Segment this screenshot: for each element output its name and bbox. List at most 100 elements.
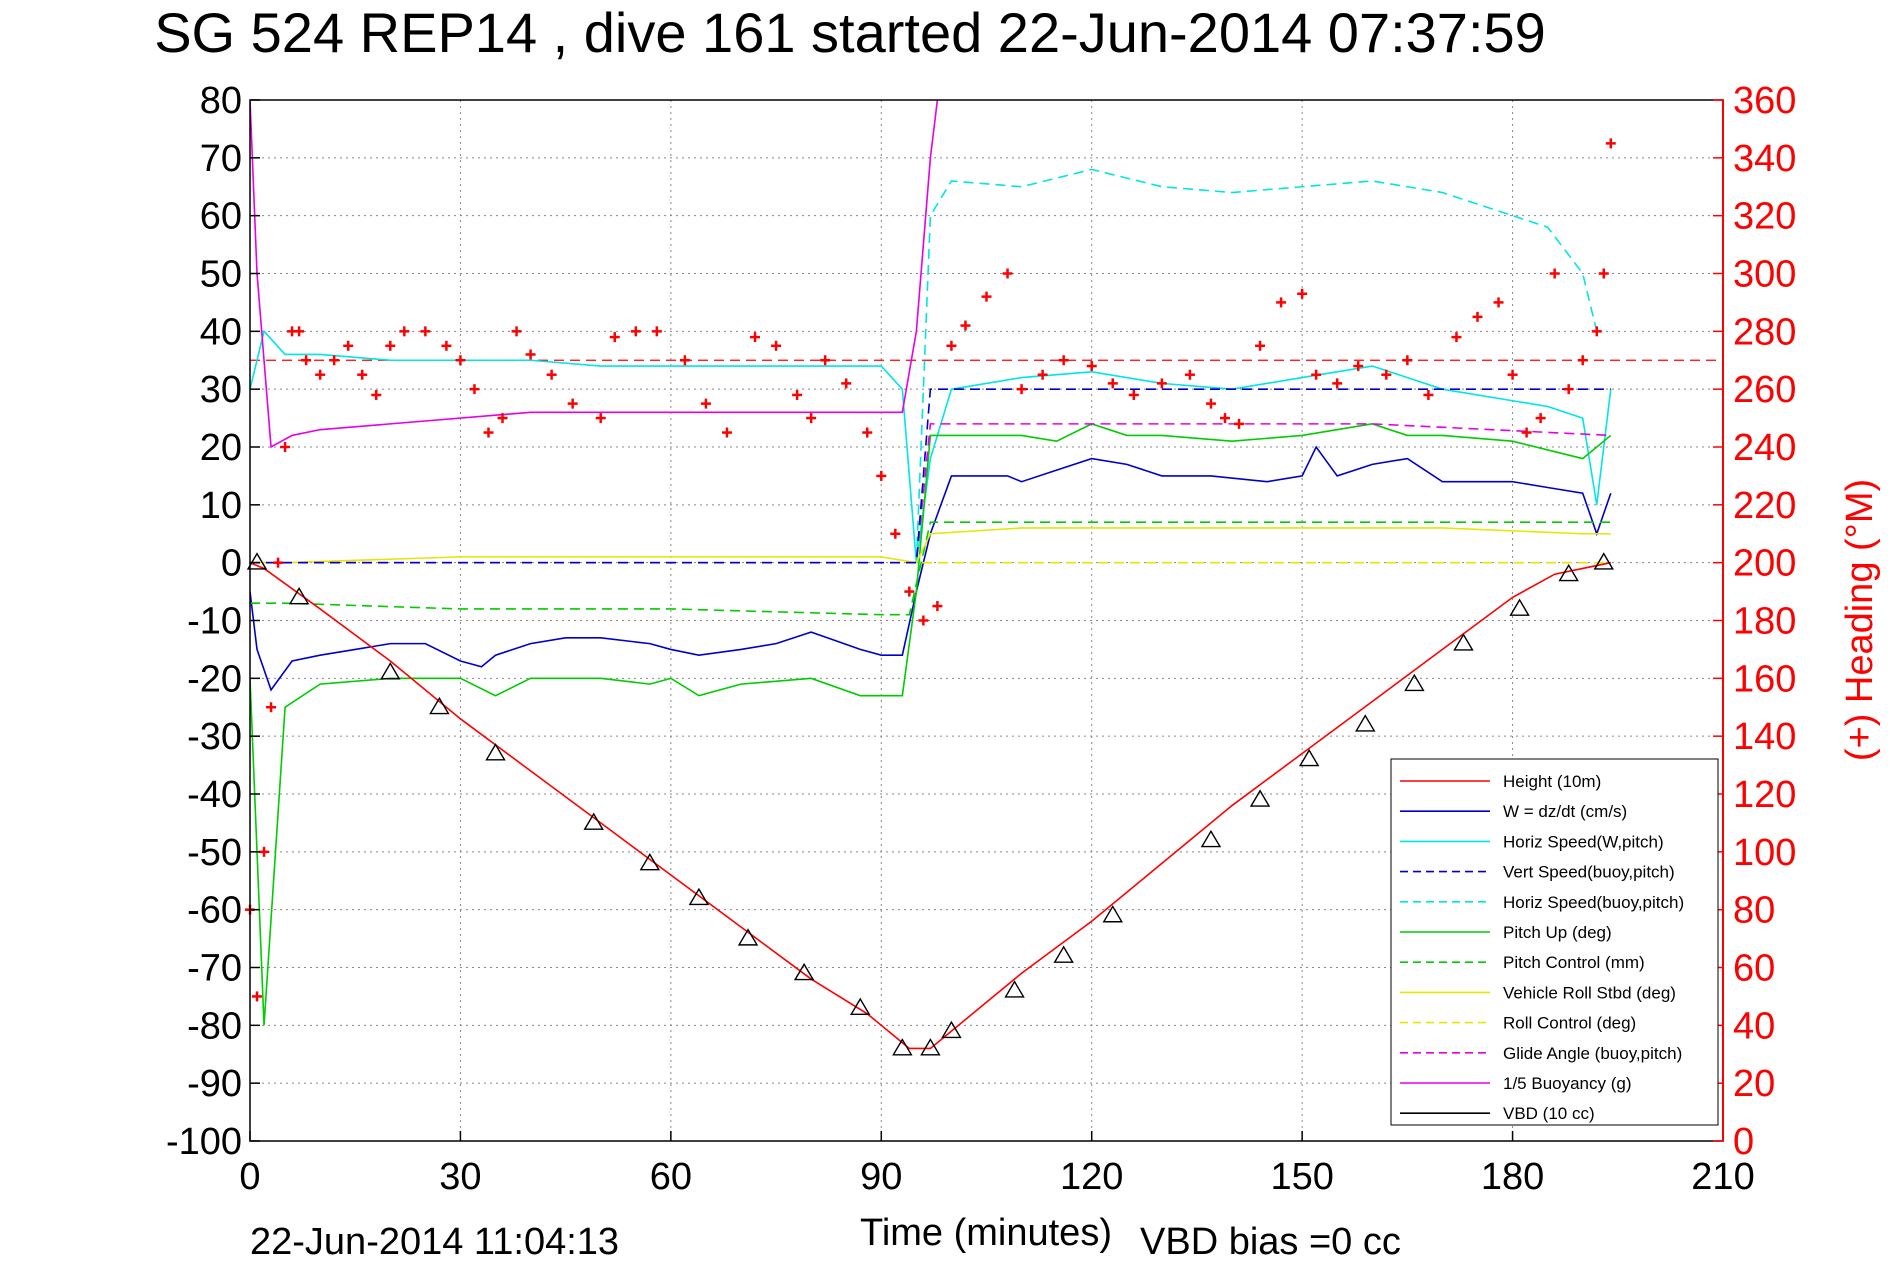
- x-axis-label: Time (minutes): [860, 1212, 1112, 1254]
- heading-point: [1598, 268, 1609, 279]
- heading-point: [1332, 378, 1343, 389]
- heading-point: [420, 326, 431, 337]
- heading-point: [1451, 332, 1462, 343]
- chart-title: SG 524 REP14 , dive 161 started 22-Jun-2…: [154, 1, 1546, 64]
- heading-point: [1156, 378, 1167, 389]
- legend-label: Glide Angle (buoy,pitch): [1503, 1044, 1682, 1063]
- heading-point: [1605, 138, 1616, 149]
- legend-label: Pitch Control (mm): [1503, 953, 1645, 972]
- heading-point: [441, 340, 452, 351]
- y-axis-left-ticks: 80 70 60 50 40 30 20 10 0 -10 -20 -30 -40 -50 -60 -70 -8…: [166, 80, 260, 1163]
- heading-point: [455, 355, 466, 366]
- sample-marker: [288, 586, 310, 605]
- series-line: [250, 100, 939, 449]
- y-right-tick-label: 0: [1733, 1121, 1754, 1163]
- heading-point: [1037, 369, 1048, 380]
- heading-point: [1002, 268, 1013, 279]
- legend-label: VBD (10 cc): [1503, 1104, 1595, 1123]
- heading-point: [1535, 413, 1546, 424]
- heading-point: [497, 413, 508, 424]
- y-tick-label: 80: [200, 80, 242, 122]
- x-axis-ticks: 0 30 60 90 120 150 180 210: [239, 1131, 1755, 1198]
- series-line: [250, 527, 1611, 564]
- y-tick-label: 30: [200, 369, 242, 411]
- y-tick-label: 50: [200, 254, 242, 296]
- heading-point: [329, 355, 340, 366]
- heading-point: [266, 702, 277, 713]
- heading-point: [252, 991, 263, 1002]
- y-right-tick-label: 300: [1733, 254, 1796, 296]
- legend-label: Height (10m): [1503, 772, 1601, 791]
- y-right-tick-label: 220: [1733, 485, 1796, 527]
- heading-point: [1402, 355, 1413, 366]
- heading-point: [841, 378, 852, 389]
- heading-point: [918, 615, 929, 626]
- heading-point: [1128, 389, 1139, 400]
- heading-point: [721, 427, 732, 438]
- sample-marker: [688, 887, 710, 906]
- heading-point: [1507, 369, 1518, 380]
- y-tick-label: 0: [221, 543, 242, 585]
- y-tick-label: 70: [200, 138, 242, 180]
- heading-point: [932, 601, 943, 612]
- sample-marker: [583, 812, 604, 830]
- sample-marker: [485, 743, 506, 761]
- heading-point: [1423, 389, 1434, 400]
- vbd-bias-footer: VBD bias =0 cc: [1140, 1221, 1401, 1262]
- heading-point: [862, 427, 873, 438]
- sample-marker: [920, 1038, 941, 1056]
- y-right-tick-label: 20: [1733, 1063, 1775, 1105]
- y-right-tick-label: 240: [1733, 427, 1796, 469]
- legend-label: Vert Speed(buoy,pitch): [1503, 863, 1675, 882]
- heading-point: [890, 528, 901, 539]
- heading-point: [357, 369, 368, 380]
- heading-point: [1563, 384, 1574, 395]
- y-right-tick-label: 140: [1733, 716, 1796, 758]
- heading-point: [546, 369, 557, 380]
- heading-point: [469, 384, 480, 395]
- sample-marker: [793, 962, 815, 981]
- heading-point: [1353, 361, 1364, 372]
- heading-point: [294, 326, 305, 337]
- heading-point: [1311, 369, 1322, 380]
- sample-marker: [429, 696, 450, 715]
- y-tick-label: -100: [166, 1121, 242, 1163]
- legend-label: Horiz Speed(W,pitch): [1503, 832, 1664, 851]
- y-tick-label: -30: [187, 716, 242, 758]
- heading-point: [1521, 427, 1532, 438]
- legend-label: Vehicle Roll Stbd (deg): [1503, 983, 1676, 1002]
- heading-point: [1472, 311, 1483, 322]
- sample-markers-layer: [246, 552, 1614, 1056]
- y-tick-label: 20: [200, 427, 242, 469]
- sample-marker: [1453, 633, 1474, 651]
- heading-point: [399, 326, 410, 337]
- y-tick-label: -10: [187, 601, 242, 643]
- sample-marker: [737, 928, 759, 946]
- heading-point: [371, 389, 382, 400]
- heading-point: [792, 389, 803, 400]
- heading-point: [700, 398, 711, 409]
- heading-point: [771, 340, 782, 351]
- y-right-tick-label: 360: [1733, 80, 1796, 122]
- heading-point: [981, 291, 992, 302]
- y-right-tick-label: 40: [1733, 1005, 1775, 1047]
- sample-marker: [246, 552, 268, 570]
- x-tick-label: 30: [439, 1156, 481, 1198]
- y-tick-label: 10: [200, 485, 242, 527]
- heading-point: [609, 332, 620, 343]
- sample-marker: [850, 997, 871, 1015]
- heading-point: [876, 470, 887, 481]
- heading-point: [630, 326, 641, 337]
- x-tick-label: 60: [650, 1156, 692, 1198]
- y-tick-label: -50: [187, 832, 242, 874]
- heading-point: [343, 340, 354, 351]
- sample-marker: [380, 662, 401, 680]
- heading-point: [820, 355, 831, 366]
- sample-marker: [639, 853, 661, 871]
- y-tick-label: 40: [200, 311, 242, 353]
- heading-point: [273, 557, 284, 568]
- x-tick-label: 0: [239, 1156, 260, 1198]
- x-tick-label: 180: [1481, 1156, 1544, 1198]
- y-right-tick-label: 260: [1733, 369, 1796, 411]
- sample-marker: [1200, 829, 1222, 848]
